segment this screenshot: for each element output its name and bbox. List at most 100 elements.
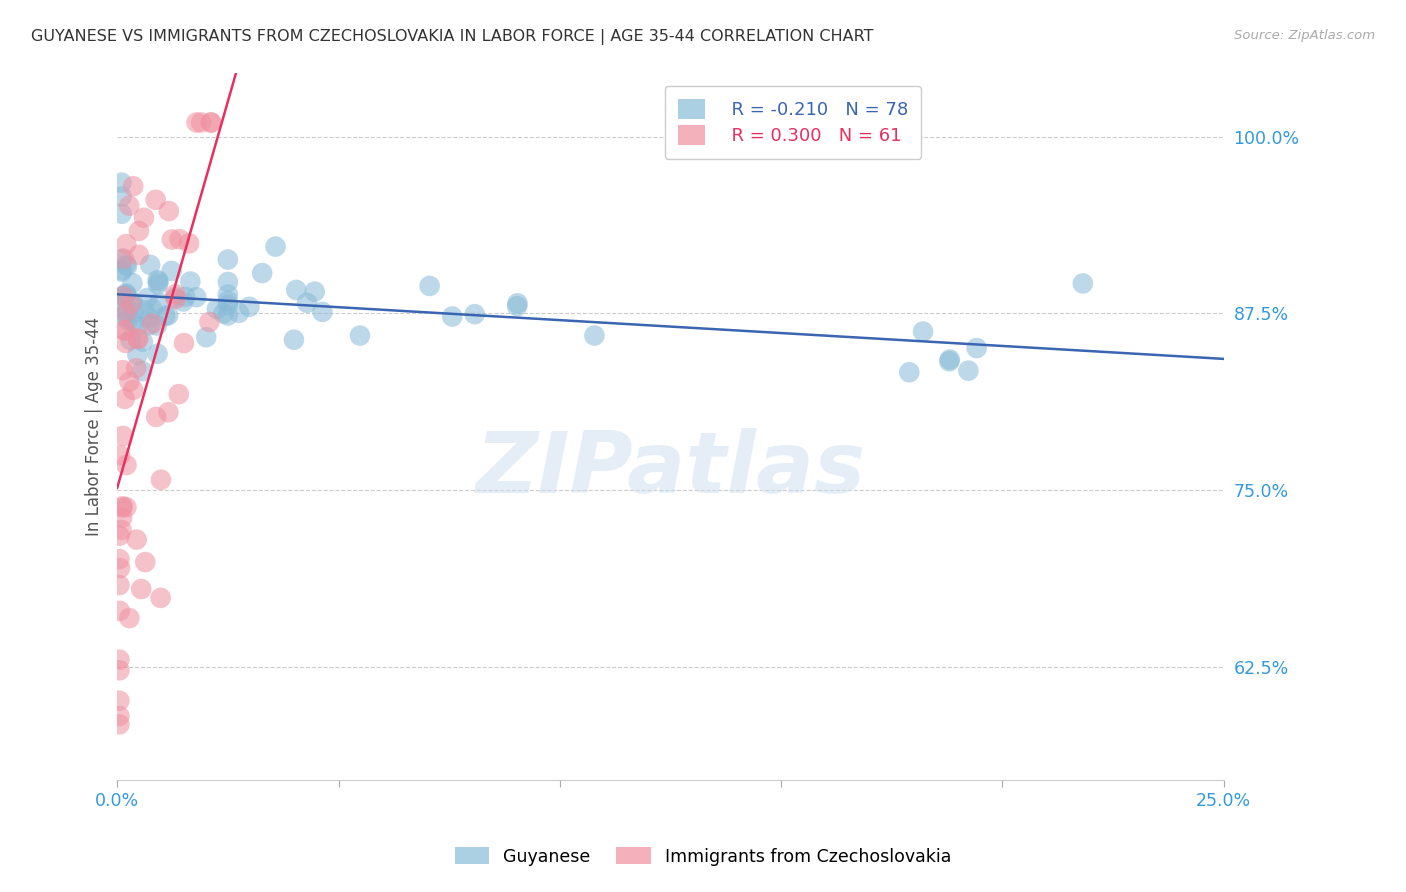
Point [250, 266, 273, 280]
Point [186, 115, 208, 129]
Y-axis label: In Labor Force | Age 35-44: In Labor Force | Age 35-44 [86, 317, 103, 536]
Point [217, 287, 239, 301]
Point [114, 392, 136, 406]
Point [173, 336, 195, 351]
Point [238, 300, 260, 314]
Point [110, 263, 132, 277]
Point [110, 523, 132, 537]
Point [122, 315, 145, 329]
Point [115, 500, 138, 515]
Point [120, 333, 142, 347]
Point [111, 510, 134, 524]
Point [217, 293, 239, 308]
Point [115, 286, 138, 301]
Point [190, 115, 212, 129]
Point [160, 233, 183, 247]
Point [217, 298, 239, 312]
Point [108, 709, 131, 723]
Point [149, 473, 172, 487]
Point [966, 341, 988, 355]
Point [115, 259, 138, 273]
Point [148, 295, 170, 310]
Point [132, 334, 155, 349]
Point [114, 324, 136, 338]
Point [186, 290, 208, 304]
Text: ZIPatlas: ZIPatlas [475, 427, 866, 510]
Point [108, 448, 131, 462]
Point [108, 552, 131, 566]
Point [583, 328, 606, 343]
Point [115, 306, 138, 320]
Point [165, 292, 187, 306]
Point [114, 288, 136, 302]
Point [129, 582, 152, 596]
Point [114, 301, 136, 316]
Point [145, 409, 167, 424]
Point [205, 301, 228, 316]
Point [115, 458, 138, 472]
Point [127, 318, 149, 333]
Point [304, 285, 326, 299]
Point [111, 289, 134, 303]
Point [198, 315, 221, 329]
Point [132, 211, 155, 225]
Point [128, 248, 150, 262]
Point [157, 204, 180, 219]
Point [939, 352, 962, 367]
Point [212, 306, 235, 320]
Point [111, 363, 134, 377]
Point [295, 295, 318, 310]
Point [111, 499, 134, 513]
Point [157, 309, 180, 323]
Point [217, 275, 239, 289]
Point [200, 115, 222, 129]
Point [165, 290, 187, 304]
Point [110, 189, 132, 203]
Point [108, 604, 131, 618]
Point [108, 717, 131, 731]
Point [898, 365, 921, 379]
Point [122, 383, 145, 397]
Point [114, 336, 136, 351]
Point [127, 332, 149, 346]
Point [200, 115, 222, 129]
Point [217, 252, 239, 267]
Point [1071, 277, 1094, 291]
Point [957, 364, 980, 378]
Point [117, 313, 139, 327]
Point [127, 348, 149, 362]
Point [179, 275, 201, 289]
Point [464, 307, 486, 321]
Point [108, 663, 131, 677]
Point [121, 276, 143, 290]
Point [110, 207, 132, 221]
Point [195, 330, 218, 344]
Point [118, 199, 141, 213]
Point [112, 252, 135, 266]
Point [118, 611, 141, 625]
Point [146, 347, 169, 361]
Point [285, 283, 308, 297]
Point [419, 279, 441, 293]
Point [118, 375, 141, 389]
Point [110, 252, 132, 266]
Point [912, 325, 935, 339]
Point [149, 591, 172, 605]
Point [108, 578, 131, 592]
Point [122, 179, 145, 194]
Point [122, 298, 145, 312]
Point [138, 310, 160, 325]
Point [115, 287, 138, 301]
Legend: Guyanese, Immigrants from Czechoslovakia: Guyanese, Immigrants from Czechoslovakia [447, 840, 959, 872]
Point [127, 332, 149, 346]
Point [125, 361, 148, 376]
Point [174, 290, 197, 304]
Point [349, 328, 371, 343]
Point [134, 555, 156, 569]
Point [264, 239, 287, 253]
Point [141, 317, 163, 331]
Point [122, 306, 145, 320]
Point [111, 265, 134, 279]
Point [136, 291, 159, 305]
Point [120, 296, 142, 310]
